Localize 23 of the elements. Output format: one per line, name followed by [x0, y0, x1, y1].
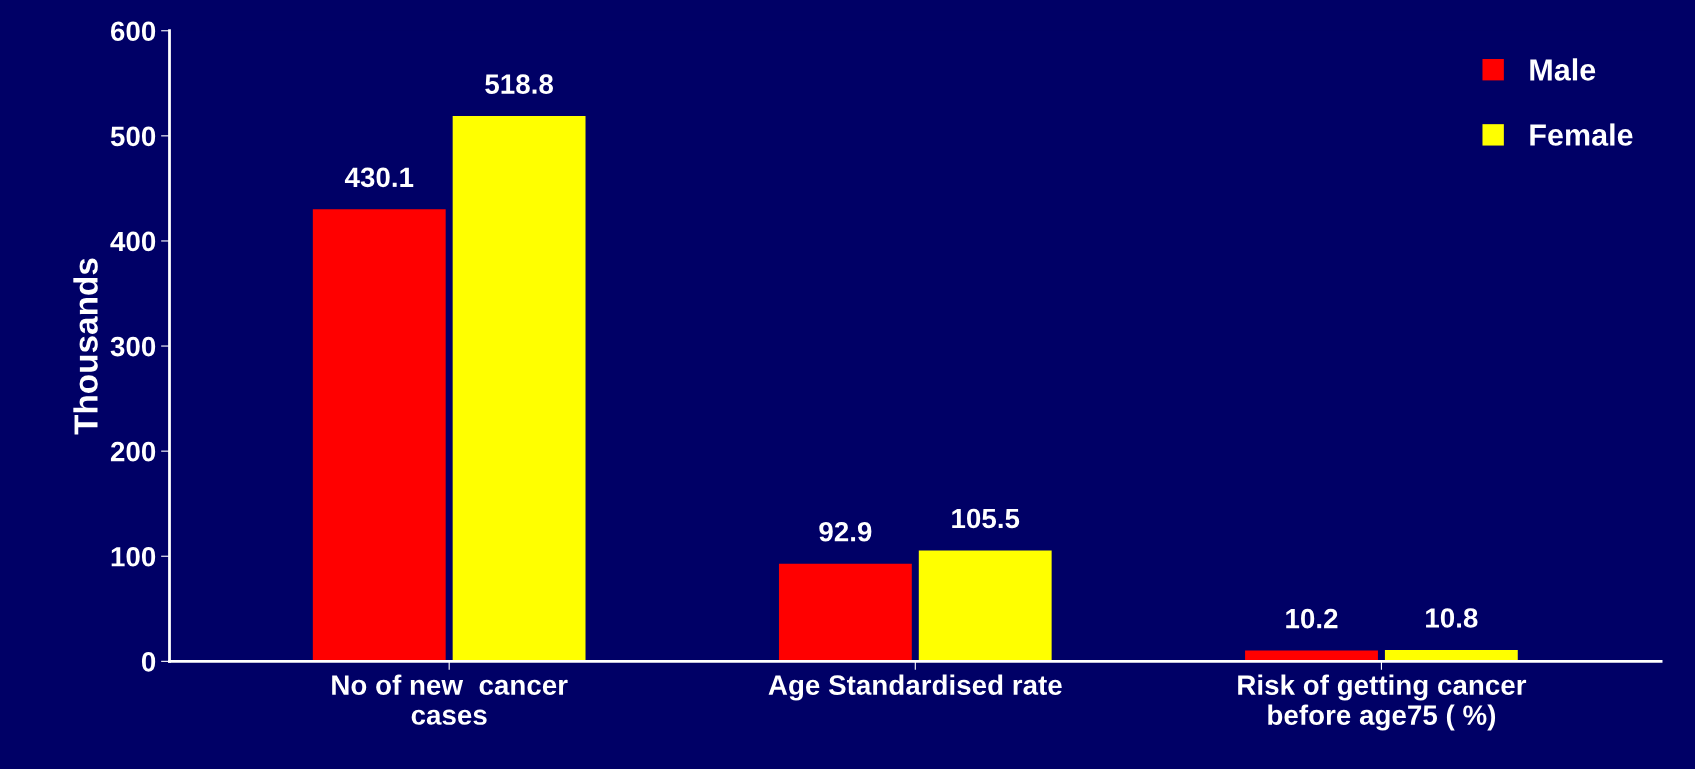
y-tick-label: 600: [110, 21, 156, 42]
y-tick-label: 300: [110, 336, 156, 357]
x-tick-label: Risk of getting cancer before age75 ( %): [1238, 674, 1527, 731]
y-tick-label: 400: [110, 231, 156, 252]
legend-label: Female: [1530, 123, 1633, 146]
x-tick-label: Age Standardised rate: [768, 674, 1062, 701]
data-label: 105.5: [952, 508, 1020, 529]
bar: [918, 550, 1052, 662]
bar: [778, 563, 912, 662]
data-label: 10.2: [1286, 608, 1338, 629]
bar: [452, 116, 586, 662]
x-tick-label: No of new cancer cases: [332, 674, 568, 725]
y-tick-label: 100: [111, 546, 156, 567]
bar: [312, 209, 446, 662]
data-label: 518.8: [485, 74, 553, 94]
data-label: 430.1: [344, 167, 414, 188]
y-tick-label: 0: [141, 652, 156, 672]
legend-label: Male: [1530, 58, 1596, 81]
y-axis-title: Thousands: [73, 258, 98, 435]
data-label: 92.9: [819, 521, 872, 542]
y-tick-label: 500: [110, 126, 156, 147]
data-label: 10.8: [1426, 608, 1478, 628]
y-tick-label: 200: [110, 441, 156, 462]
